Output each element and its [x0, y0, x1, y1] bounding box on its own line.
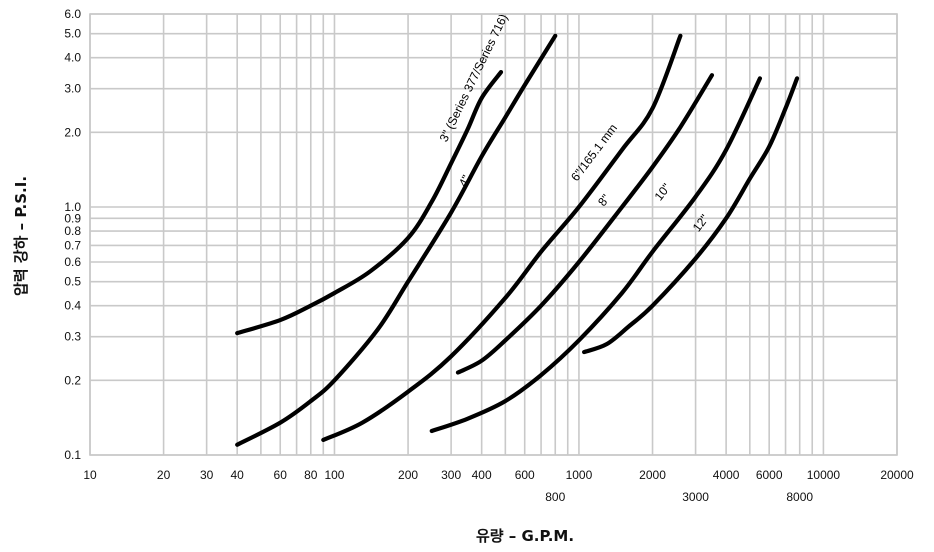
x-tick-label: 300	[441, 468, 461, 482]
x-tick-label: 400	[472, 468, 492, 482]
y-tick-label: 2.0	[64, 125, 81, 139]
y-tick-label: 5.0	[64, 27, 81, 41]
x-tick-label: 10	[83, 468, 97, 482]
x-tick-label: 3000	[682, 490, 709, 504]
y-axis-title: 압력 강하 – P.S.I.	[12, 176, 30, 296]
y-tick-label: 1.0	[64, 200, 81, 214]
x-tick-label: 1000	[566, 468, 593, 482]
series-line	[235, 33, 558, 447]
y-tick-label: 0.9	[64, 211, 81, 225]
x-tick-label: 80	[304, 468, 318, 482]
y-tick-label: 0.1	[64, 448, 81, 462]
x-tick-label: 8000	[786, 490, 813, 504]
x-tick-label: 30	[200, 468, 214, 482]
series-line	[235, 69, 504, 336]
x-tick-label: 40	[231, 468, 245, 482]
x-tick-label: 100	[324, 468, 344, 482]
y-tick-label: 0.2	[64, 373, 81, 387]
y-tick-label: 0.5	[64, 275, 81, 289]
series-label: 10"	[652, 181, 674, 203]
y-tick-label: 0.8	[64, 224, 81, 238]
series-line	[582, 76, 800, 355]
x-tick-label: 4000	[713, 468, 740, 482]
x-tick-label: 2000	[639, 468, 666, 482]
grid	[89, 13, 898, 456]
x-tick-label: 200	[398, 468, 418, 482]
y-tick-label: 0.7	[64, 238, 81, 252]
x-tick-label: 800	[545, 490, 565, 504]
x-tick-label: 20	[157, 468, 171, 482]
series-line	[429, 76, 763, 434]
series-line	[455, 73, 715, 375]
x-tick-label: 20000	[880, 468, 914, 482]
x-tick-label: 600	[515, 468, 535, 482]
series-lines	[235, 33, 800, 447]
y-tick-label: 0.4	[64, 299, 81, 313]
y-tick-label: 0.3	[64, 330, 81, 344]
plot-frame	[89, 13, 898, 456]
x-tick-label: 10000	[807, 468, 841, 482]
series-labels: 3" (Series 377/Series 716)4" 6"/165.1 mm8…	[437, 12, 712, 235]
y-tick-labels: 0.1 0.2 0.3 0.4 0.5 0.6 0.70.80.91.0 2.0 3.0 4.0 5…	[64, 7, 81, 462]
y-tick-label: 0.6	[64, 255, 81, 269]
series-line	[321, 33, 683, 443]
y-tick-label: 3.0	[64, 82, 81, 96]
x-tick-label: 6000	[756, 468, 783, 482]
series-label: 6"/165.1 mm	[568, 121, 620, 183]
x-axis-title: 유량 – G.P.M.	[476, 527, 574, 545]
y-tick-label: 6.0	[64, 7, 81, 21]
x-tick-label: 60	[274, 468, 288, 482]
y-tick-label: 4.0	[64, 51, 81, 65]
